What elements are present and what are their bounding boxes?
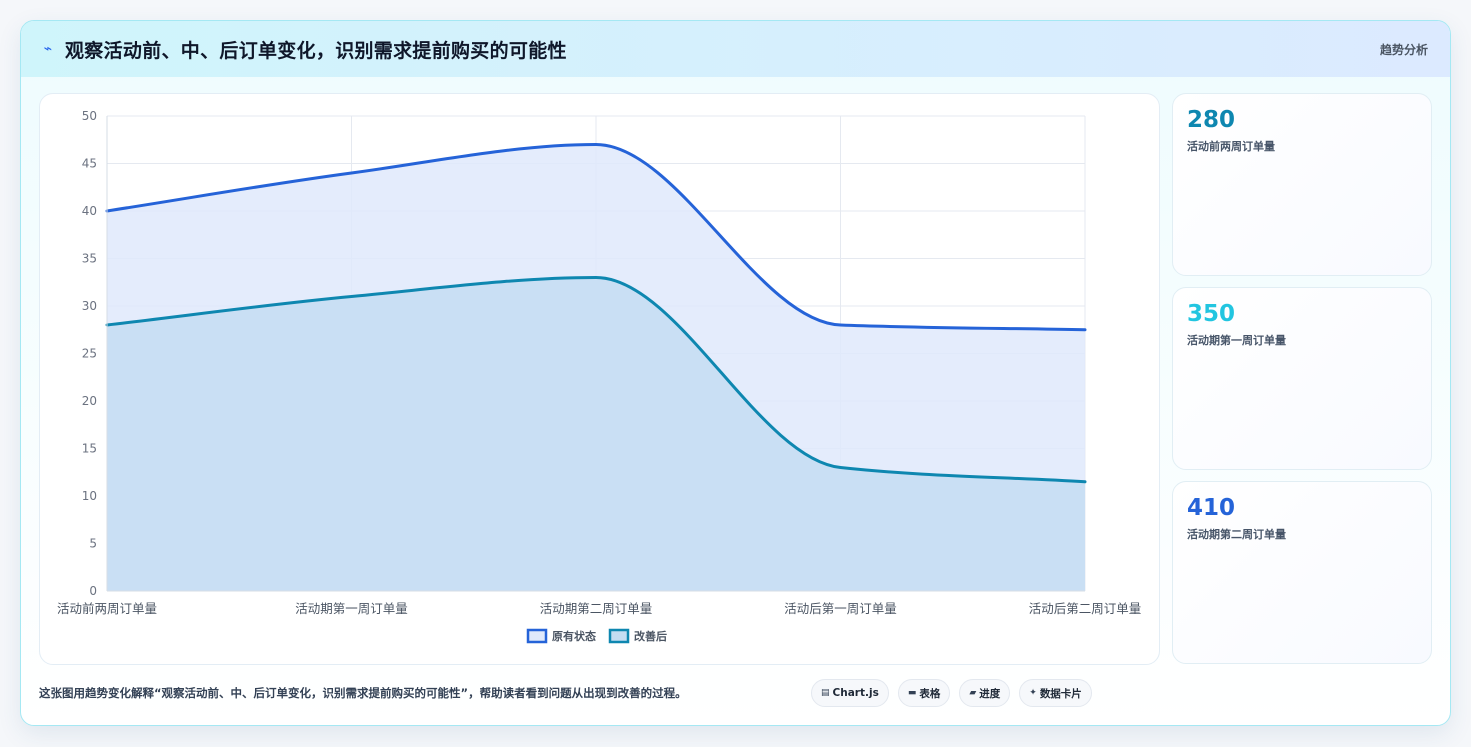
pill-label: 表格 [919, 687, 941, 700]
legend-swatch-1 [526, 628, 548, 644]
pill-progress[interactable]: ▰ 进度 [959, 679, 1011, 707]
series-line-1 [105, 142, 1087, 332]
stat-label: 活动前两周订单量 [1187, 140, 1275, 153]
card-footer: 这张图用趋势变化解释“观察活动前、中、后订单变化，识别需求提前购买的可能性”，帮… [39, 675, 1434, 711]
stat-label: 活动期第一周订单量 [1187, 334, 1286, 347]
y-tick-label: 40 [82, 204, 97, 218]
card-icon: ✦ [1029, 688, 1037, 698]
y-tick-label: 20 [82, 394, 97, 408]
series-line-2 [105, 275, 1087, 484]
legend-label-2: 改善后 [634, 629, 667, 643]
x-tick-label: 活动前两周订单量 [57, 601, 157, 616]
chart-panel: 0 5 10 15 20 25 30 35 40 45 50 活动前两周订单量 活动期第一周订单量 活动期… [39, 93, 1160, 665]
stat-card-3: 410 活动期第二周订单量 [1172, 481, 1432, 664]
x-tick-label: 活动后第一周订单量 [784, 601, 897, 616]
y-tick-label: 45 [82, 157, 97, 171]
dashboard-card: ⌁ 观察活动前、中、后订单变化，识别需求提前购买的可能性 趋势分析 0 5 10 15… [20, 20, 1451, 726]
pill-label: Chart.js [832, 687, 879, 699]
footer-description: 这张图用趋势变化解释“观察活动前、中、后订单变化，识别需求提前购买的可能性”，帮… [39, 686, 687, 700]
x-tick-label: 活动期第二周订单量 [540, 601, 653, 616]
y-tick-label: 10 [82, 489, 97, 503]
stat-card-2: 350 活动期第一周订单量 [1172, 287, 1432, 470]
legend-label-1: 原有状态 [552, 629, 596, 643]
feature-pills: ▤ Chart.js ▬ 表格 ▰ 进度 ✦ 数据卡片 [811, 679, 1092, 707]
page-title: 观察活动前、中、后订单变化，识别需求提前购买的可能性 [65, 39, 567, 62]
legend-swatch-2 [608, 628, 630, 644]
x-tick-label: 活动后第二周订单量 [1029, 601, 1142, 616]
y-tick-label: 15 [82, 442, 97, 456]
pill-data-card[interactable]: ✦ 数据卡片 [1019, 679, 1092, 707]
progress-icon: ▰ [969, 688, 977, 698]
table-icon: ▬ [907, 688, 917, 698]
trend-line-icon: ⌁ [43, 41, 53, 57]
y-tick-label: 25 [82, 347, 97, 361]
pill-label: 数据卡片 [1039, 687, 1082, 700]
y-tick-label: 5 [89, 537, 97, 551]
y-tick-label: 50 [82, 109, 97, 123]
series-area-2 [107, 277, 1085, 591]
x-tick-label: 活动期第一周订单量 [295, 601, 408, 616]
area-chart: 0 5 10 15 20 25 30 35 40 45 50 活动前两周订单量 活动期第一周订单量 活动期… [57, 109, 1142, 644]
pill-label: 进度 [979, 687, 1001, 700]
chart-icon: ▤ [821, 688, 830, 698]
y-tick-label: 35 [82, 252, 97, 266]
stat-card-1: 280 活动前两周订单量 [1172, 93, 1432, 276]
stat-label: 活动期第二周订单量 [1187, 528, 1286, 541]
card-header: ⌁ 观察活动前、中、后订单变化，识别需求提前购买的可能性 趋势分析 [21, 21, 1450, 77]
y-tick-label: 30 [82, 299, 97, 313]
stat-value: 410 [1187, 495, 1236, 521]
pill-table[interactable]: ▬ 表格 [897, 679, 951, 707]
pill-chartjs[interactable]: ▤ Chart.js [811, 679, 889, 707]
title-wrap: ⌁ 观察活动前、中、后订单变化，识别需求提前购买的可能性 [41, 36, 567, 63]
header-tag: 趋势分析 [1379, 42, 1428, 57]
stat-value: 280 [1187, 107, 1236, 133]
stat-value: 350 [1187, 301, 1236, 327]
y-tick-label: 0 [89, 584, 97, 598]
